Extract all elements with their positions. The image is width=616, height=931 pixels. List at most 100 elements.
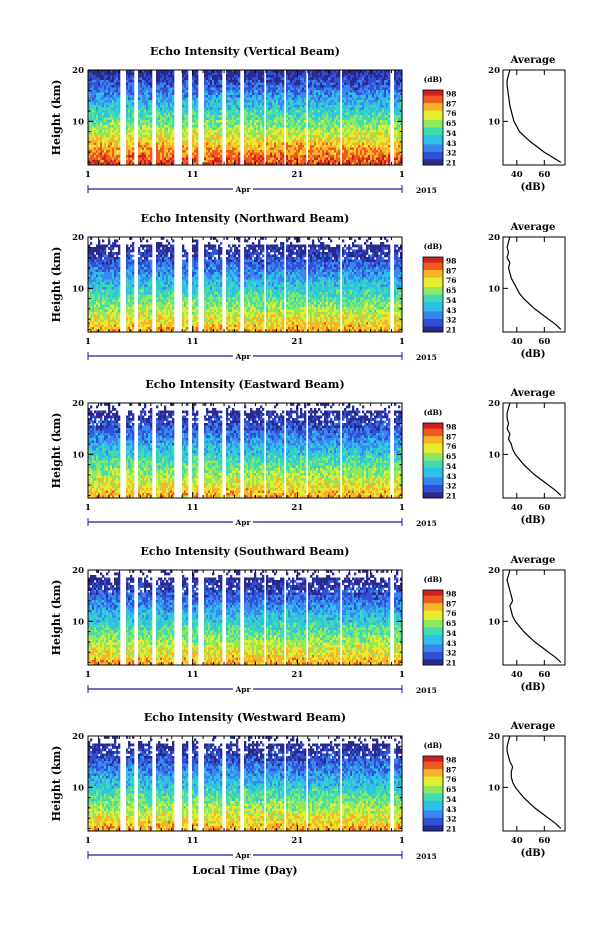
heatmap-cell [344,135,347,138]
heatmap-cell [326,80,329,83]
heatmap-cell [212,125,215,128]
heatmap-cell [370,90,373,93]
heatmap-cell [352,145,355,148]
heatmap-cell [322,92,325,96]
heatmap-cell [160,120,163,123]
heatmap-cell [92,140,95,143]
heatmap-cell [258,115,261,118]
heatmap-cell [212,107,215,111]
heatmap-cell [214,105,217,108]
heatmap-cell [338,80,341,83]
heatmap-cell [266,92,269,96]
heatmap-cell [144,125,147,128]
heatmap-cell [324,90,327,93]
heatmap-cell [296,97,299,101]
heatmap-cell [216,80,219,83]
heatmap-cell [328,122,331,126]
heatmap-cell [98,157,101,161]
heatmap-cell [282,117,285,121]
heatmap-cell [212,157,215,161]
heatmap-cell [344,110,347,113]
heatmap-cell [376,150,379,153]
heatmap-cell [88,157,91,161]
heatmap-cell [158,75,161,78]
heatmap-cell [362,140,365,143]
heatmap-cell [326,150,329,153]
heatmap-cell [114,85,117,88]
heatmap-cell [334,152,337,156]
heatmap-cell [394,127,397,131]
heatmap-cell [246,92,249,96]
heatmap-cell [352,72,355,76]
heatmap-cell [322,135,325,138]
heatmap-cell [88,152,91,156]
heatmap-cell [196,92,199,96]
heatmap-cell [168,105,171,108]
heatmap-cell [330,70,333,73]
heatmap-cell [334,70,337,73]
heatmap-cell [348,85,351,88]
heatmap-cell [142,92,145,96]
heatmap-cell [308,155,311,158]
heatmap-cell [172,135,175,138]
heatmap-cell [234,110,237,113]
heatmap-cell [258,132,261,136]
heatmap-cell [326,82,329,86]
heatmap-cell [258,95,261,98]
heatmap-cell [278,147,281,151]
heatmap-cell [206,87,209,91]
heatmap-cell [384,147,387,151]
heatmap-cell [398,160,401,163]
heatmap-cell [262,107,265,111]
heatmap-cell [378,95,381,98]
heatmap-cell [342,117,345,121]
heatmap-cell [276,75,279,78]
heatmap-cell [360,137,363,141]
heatmap-cell [254,132,257,136]
heatmap-cell [208,110,211,113]
heatmap-cell [372,112,375,116]
heatmap-cell [346,142,349,146]
heatmap-cell [114,142,117,146]
heatmap-cell [394,85,397,88]
heatmap-cell [272,97,275,101]
heatmap-cell [216,120,219,123]
heatmap-cell [364,142,367,146]
heatmap-cell [216,70,219,73]
heatmap-cell [182,77,185,81]
heatmap-cell [100,120,103,123]
heatmap-cell [238,142,241,146]
heatmap-cell [320,85,323,88]
heatmap-cell [310,75,313,78]
heatmap-cell [260,100,263,103]
heatmap-cell [378,112,381,116]
heatmap-cell [314,112,317,116]
heatmap-cell [350,102,353,106]
heatmap-cell [300,87,303,91]
heatmap-cell [334,147,337,151]
heatmap-cell [320,87,323,91]
heatmap-cell [294,100,297,103]
heatmap-cell [378,102,381,106]
heatmap-cell [252,155,255,158]
heatmap-cell [94,125,97,128]
heatmap-cell [374,77,377,81]
heatmap-cell [322,82,325,86]
heatmap-cell [270,85,273,88]
heatmap-cell [388,127,391,131]
heatmap-cell [146,110,149,113]
heatmap-cell [92,117,95,121]
heatmap-cell [290,110,293,113]
heatmap-cell [322,142,325,146]
heatmap-cell [302,112,305,116]
heatmap-cell [142,140,145,143]
heatmap-cell [246,162,249,166]
heatmap-cell [286,92,289,96]
heatmap-cell [346,110,349,113]
heatmap-cell [182,110,185,113]
heatmap-cell [100,100,103,103]
heatmap-cell [232,137,235,141]
heatmap-cell [260,95,263,98]
heatmap-cell [368,102,371,106]
heatmap-cell [206,110,209,113]
